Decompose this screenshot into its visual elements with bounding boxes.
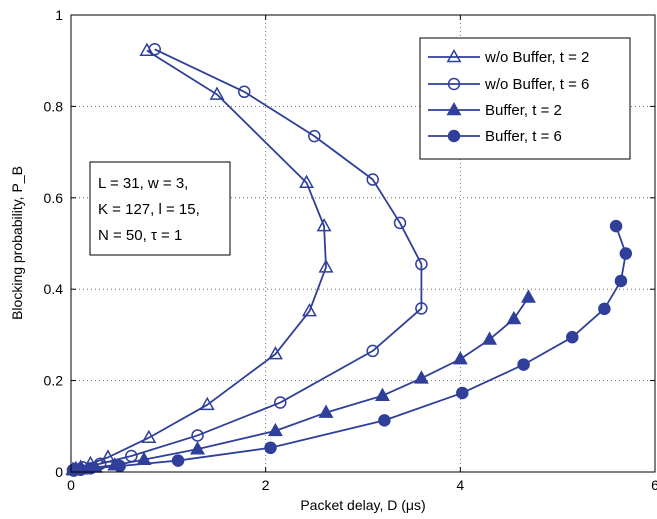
y-axis-label: Blocking probability, P_B — [9, 166, 25, 320]
x-tick-label: 6 — [651, 477, 657, 493]
data-point-s4 — [378, 414, 391, 427]
data-point-s1 — [318, 259, 334, 273]
legend-marker-2 — [447, 77, 461, 91]
data-point-s3 — [452, 351, 468, 365]
y-tick-label: 0.2 — [44, 373, 64, 389]
y-tick-label: 1 — [55, 7, 63, 23]
series-line-2 — [72, 48, 423, 472]
legend-label-1: w/o Buffer, t = 2 — [484, 49, 589, 66]
data-point-s1 — [267, 346, 283, 360]
data-point-s2 — [415, 257, 428, 271]
legend-marker-4 — [447, 129, 461, 143]
y-tick-label: 0.4 — [44, 281, 64, 297]
x-tick-label: 4 — [456, 477, 464, 493]
data-point-s2 — [366, 173, 379, 186]
x-axis-label: Packet delay, D (μs) — [300, 497, 425, 513]
data-point-s4 — [566, 330, 579, 344]
data-point-s3 — [375, 387, 390, 401]
tick-layer: 0 2 4 6 0 0.2 0.4 0.6 0.8 1 — [44, 7, 657, 493]
data-point-s2 — [366, 344, 379, 358]
parameter-line-2: K = 127, l = 15, — [98, 201, 200, 218]
data-point-s3 — [190, 441, 205, 455]
data-point-s1 — [141, 429, 157, 444]
data-point-s3 — [318, 404, 334, 418]
data-point-s1 — [199, 396, 215, 411]
data-point-s4 — [598, 302, 611, 316]
data-point-s1 — [209, 86, 225, 100]
data-point-s1 — [302, 303, 317, 317]
x-tick-label: 2 — [262, 477, 270, 493]
legend: w/o Buffer, t = 2 w/o Buffer, t = 6 Buff… — [419, 37, 631, 160]
data-point-s3 — [506, 310, 522, 325]
data-point-s4 — [113, 459, 126, 473]
series-line-1 — [72, 49, 327, 471]
data-point-s3 — [267, 422, 283, 437]
data-point-s4 — [456, 386, 469, 400]
data-point-s2 — [148, 43, 161, 56]
data-point-s2 — [191, 429, 204, 442]
data-point-s2 — [393, 216, 407, 230]
data-point-s2 — [415, 302, 428, 315]
data-point-s4 — [619, 247, 633, 260]
data-point-s3 — [521, 289, 536, 303]
x-tick-label: 0 — [67, 477, 75, 493]
parameter-box-frame — [89, 161, 231, 256]
y-tick-label: 0.6 — [44, 190, 64, 206]
data-point-s2 — [238, 85, 251, 99]
data-point-s4 — [84, 462, 97, 475]
data-point-s3 — [413, 370, 429, 384]
plot-frame — [70, 14, 656, 473]
legend-markers — [428, 48, 480, 143]
y-tick-label: 0.8 — [44, 98, 64, 114]
legend-label-4: Buffer, t = 6 — [485, 128, 562, 145]
legend-label-2: w/o Buffer, t = 6 — [484, 76, 589, 93]
legend-marker-1 — [446, 48, 462, 63]
data-point-s4 — [264, 441, 277, 455]
data-point-s4 — [171, 454, 185, 467]
data-point-s1 — [299, 174, 314, 189]
data-point-s4 — [517, 358, 530, 371]
series-layer — [65, 42, 633, 477]
data-point-s2 — [274, 396, 287, 409]
parameter-line-3: N = 50, τ = 1 — [98, 227, 182, 244]
legend-label-3: Buffer, t = 2 — [485, 102, 562, 119]
y-tick-label: 0 — [55, 464, 63, 480]
data-point-s1 — [139, 42, 155, 56]
parameter-line-1: L = 31, w = 3, — [98, 175, 188, 192]
parameter-box: L = 31, w = 3, K = 127, l = 15, N = 50, … — [89, 161, 231, 256]
data-point-s4 — [609, 219, 623, 233]
data-point-s1 — [316, 218, 332, 232]
data-point-s3 — [482, 331, 497, 345]
data-point-s4 — [614, 274, 628, 288]
data-point-s2 — [308, 129, 321, 143]
legend-marker-3 — [446, 101, 462, 116]
